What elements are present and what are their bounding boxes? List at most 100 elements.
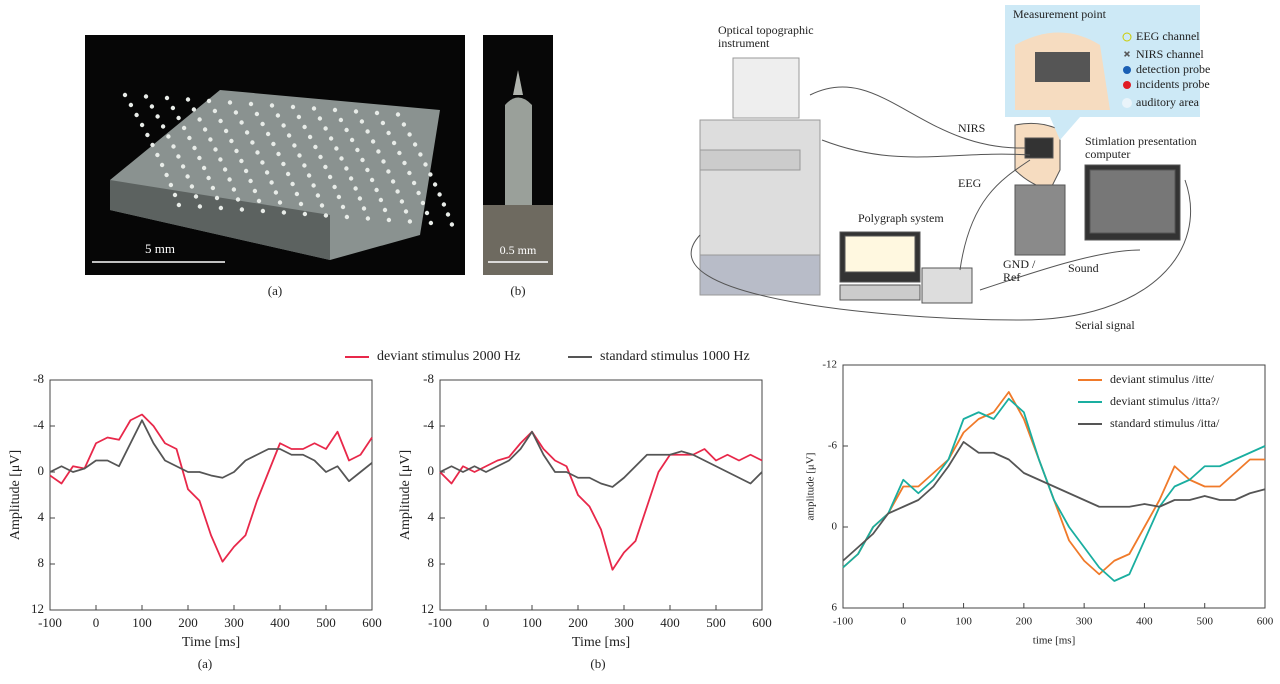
y-tick-label: -8 — [33, 371, 44, 386]
pin — [243, 168, 249, 174]
pin — [336, 194, 342, 200]
pin — [252, 188, 258, 194]
x-tick-label: 300 — [224, 615, 244, 630]
pin — [122, 92, 128, 98]
x-tick-label: 200 — [178, 615, 198, 630]
pin — [365, 129, 370, 134]
plot-frame — [842, 364, 1266, 609]
chart-caption: (a) — [198, 656, 212, 671]
pin — [323, 213, 329, 218]
label: Sound — [1068, 261, 1099, 275]
pin — [248, 101, 254, 107]
pin — [365, 167, 370, 173]
y-tick-label: -4 — [33, 417, 44, 432]
pin — [432, 182, 438, 187]
pin — [143, 94, 149, 99]
label: Stimlation presentation computer — [1085, 134, 1197, 161]
x-tick-label: -100 — [428, 615, 452, 630]
y-tick-label: 0 — [38, 463, 45, 478]
pin — [344, 166, 349, 171]
pin — [338, 117, 344, 123]
pin — [255, 150, 260, 155]
pin — [294, 191, 300, 197]
pin — [334, 146, 339, 151]
photo-caption: (a) — [268, 283, 282, 298]
pin — [234, 148, 239, 154]
pin — [311, 183, 316, 188]
label: Optical topographic instrument — [718, 23, 814, 50]
x-tick-label: 400 — [1136, 616, 1153, 628]
pin — [229, 138, 234, 144]
pin — [361, 206, 367, 211]
label: Polygraph system — [858, 211, 944, 225]
pin — [344, 214, 350, 220]
x-tick-label: 100 — [522, 615, 542, 630]
pin — [185, 174, 190, 179]
y-tick-label: 12 — [31, 601, 44, 616]
pin — [250, 140, 255, 145]
pin — [168, 182, 174, 188]
y-tick-label: 4 — [428, 509, 435, 524]
y-tick-label: -12 — [822, 359, 837, 371]
legend-entry: detection probe — [1136, 62, 1211, 76]
scale-label: 5 mm — [145, 241, 175, 256]
pin — [281, 123, 286, 128]
y-tick-label: 12 — [421, 601, 434, 616]
y-tick-label: 8 — [38, 555, 45, 570]
pin — [180, 164, 186, 169]
pin — [210, 185, 216, 191]
pin — [239, 158, 244, 164]
y-axis-label: Amplitude [μV] — [398, 450, 413, 540]
x-tick-label: 300 — [1076, 616, 1093, 628]
pins — [122, 92, 455, 227]
pin — [206, 98, 212, 104]
pin — [402, 160, 407, 166]
y-tick-label: 4 — [38, 509, 45, 524]
pin — [218, 118, 223, 124]
series-line — [49, 413, 373, 563]
pin — [349, 137, 355, 143]
pin — [428, 172, 433, 177]
pin — [248, 178, 253, 184]
pin — [328, 136, 334, 141]
y-tick-label: 0 — [832, 521, 838, 533]
pin — [150, 142, 155, 148]
pin — [386, 169, 391, 174]
pin — [381, 159, 386, 164]
pin — [197, 117, 202, 122]
pin — [218, 157, 223, 162]
pin — [359, 119, 365, 124]
pin — [391, 140, 397, 146]
legend-label: deviant stimulus 2000 Hz — [377, 349, 521, 364]
pin — [374, 187, 379, 193]
pin — [412, 142, 418, 147]
pin — [339, 156, 344, 161]
pin — [357, 196, 363, 201]
pin — [318, 154, 323, 160]
x-tick-label: 0 — [901, 616, 907, 628]
pin — [201, 165, 207, 171]
pin-close — [505, 97, 532, 205]
pin — [260, 208, 266, 214]
x-tick-label: -100 — [38, 615, 62, 630]
pin — [424, 210, 430, 216]
series-line — [49, 419, 373, 483]
y-tick-label: -4 — [423, 417, 434, 432]
pin — [231, 187, 237, 192]
pin — [397, 150, 402, 156]
pin — [319, 203, 325, 208]
pin — [212, 108, 218, 114]
pin — [290, 104, 296, 110]
pin — [428, 220, 434, 226]
pin — [297, 153, 302, 158]
pin — [185, 97, 191, 102]
pin — [423, 162, 428, 167]
pin-base — [110, 180, 330, 260]
pin — [302, 163, 307, 168]
pin — [193, 194, 199, 199]
pin — [176, 202, 182, 208]
chart-caption: (b) — [590, 656, 605, 671]
pin — [313, 144, 318, 150]
svg-text:×: × — [1124, 49, 1130, 61]
pin — [277, 200, 283, 205]
